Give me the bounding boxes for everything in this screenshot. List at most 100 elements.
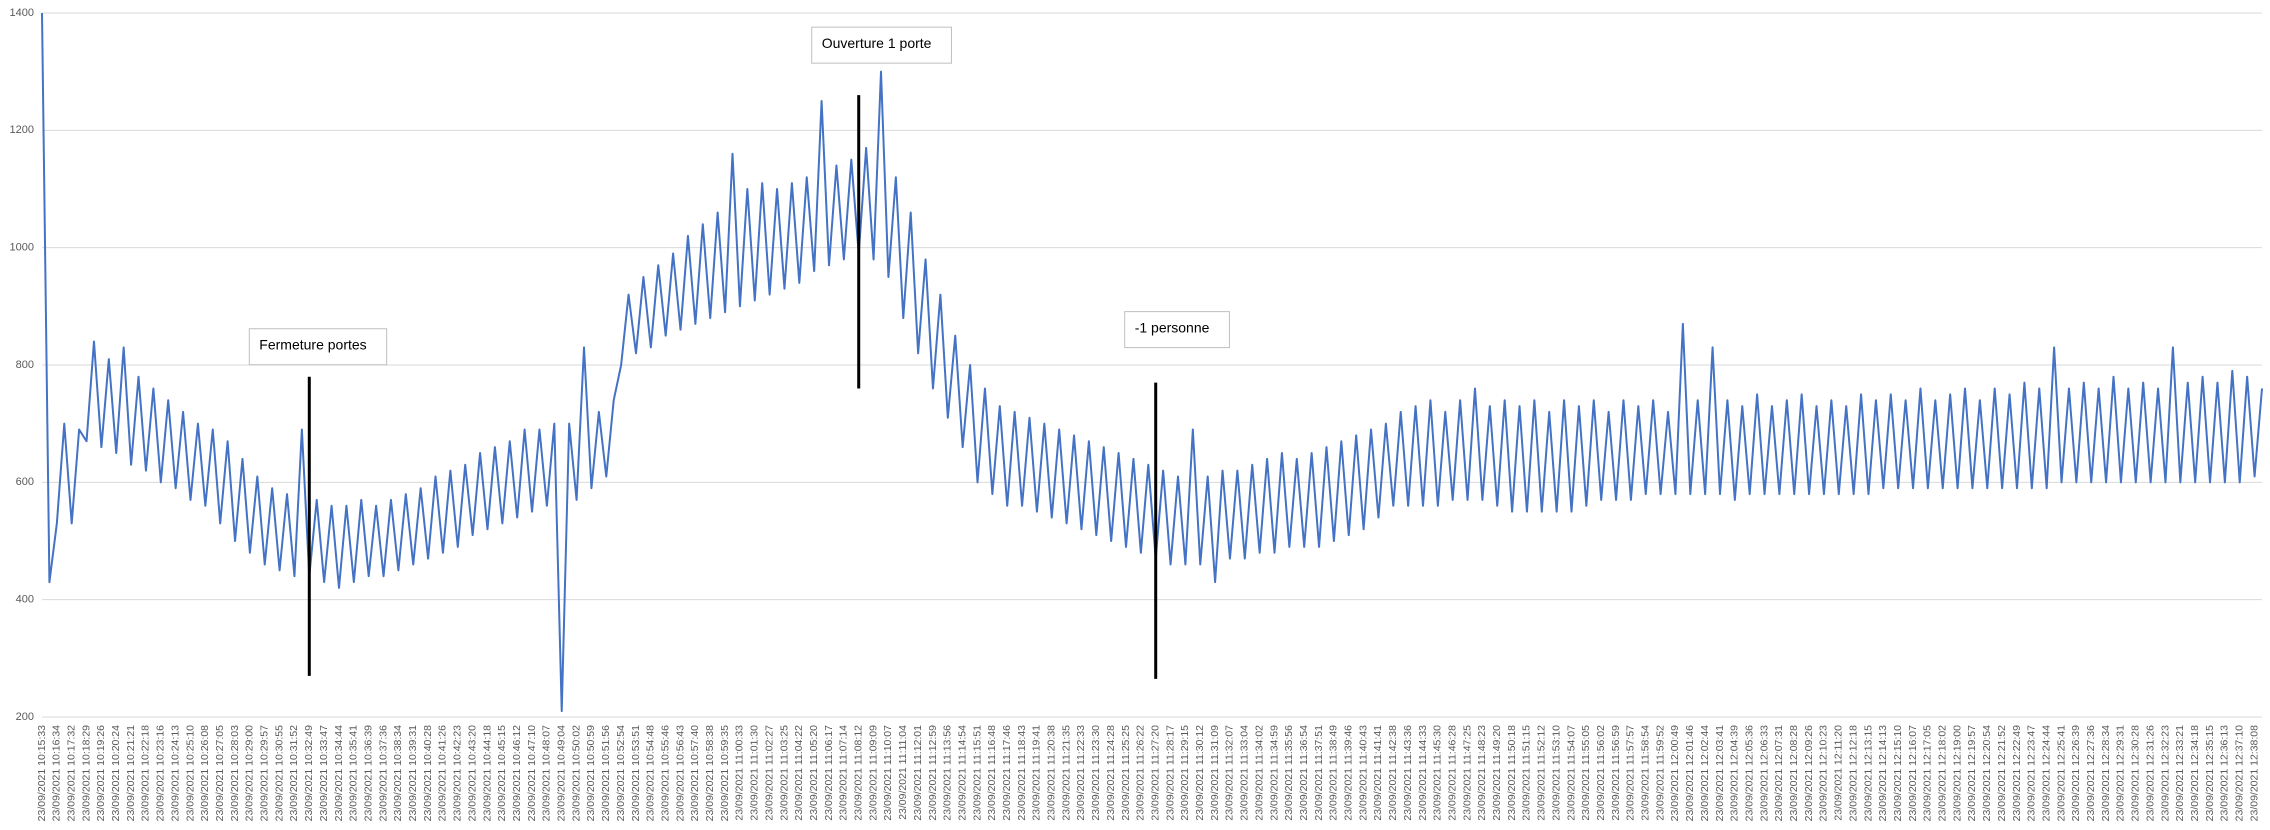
annotation-text: -1 personne <box>1135 319 1210 335</box>
x-tick-label: 23/09/2021 12:38:08 <box>2248 725 2260 822</box>
x-tick-label: 23/09/2021 10:49:04 <box>556 725 568 822</box>
x-tick-label: 23/09/2021 12:32:23 <box>2159 725 2171 822</box>
y-tick-label: 800 <box>16 359 34 371</box>
x-tick-label: 23/09/2021 11:36:54 <box>1298 725 1310 821</box>
x-tick-label: 23/09/2021 10:34:44 <box>333 725 345 822</box>
x-tick-label: 23/09/2021 11:33:04 <box>1239 725 1251 821</box>
x-tick-label: 23/09/2021 10:40:28 <box>422 725 434 822</box>
y-tick-label: 600 <box>16 476 34 488</box>
x-tick-label: 23/09/2021 11:18:43 <box>1016 725 1028 821</box>
x-tick-label: 23/09/2021 10:46:12 <box>511 725 523 822</box>
y-tick-label: 1200 <box>10 124 34 136</box>
x-tick-label: 23/09/2021 11:49:20 <box>1491 725 1503 821</box>
x-tick-label: 23/09/2021 10:44:18 <box>481 725 493 822</box>
x-tick-label: 23/09/2021 12:31:26 <box>2144 725 2156 822</box>
x-tick-label: 23/09/2021 11:59:52 <box>1654 725 1666 821</box>
x-tick-label: 23/09/2021 12:23:47 <box>2026 725 2038 822</box>
x-tick-label: 23/09/2021 11:23:30 <box>1090 725 1102 821</box>
data-line <box>41 12 2263 713</box>
x-tick-label: 23/09/2021 10:19:26 <box>95 725 107 822</box>
x-tick-label: 23/09/2021 11:39:46 <box>1343 725 1355 821</box>
x-tick-label: 23/09/2021 10:55:46 <box>659 725 671 822</box>
x-tick-label: 23/09/2021 11:26:22 <box>1135 725 1147 821</box>
x-tick-label: 23/09/2021 11:34:59 <box>1268 725 1280 821</box>
x-tick-label: 23/09/2021 11:22:33 <box>1075 725 1087 821</box>
x-tick-label: 23/09/2021 12:24:44 <box>2040 725 2052 822</box>
x-tick-label: 23/09/2021 11:32:07 <box>1224 725 1236 821</box>
annotation-text: Fermeture portes <box>259 336 366 352</box>
x-tick-label: 23/09/2021 12:25:41 <box>2055 725 2067 822</box>
x-tick-label: 23/09/2021 10:39:31 <box>407 725 419 822</box>
x-tick-label: 23/09/2021 11:05:20 <box>808 725 820 821</box>
x-tick-label: 23/09/2021 10:48:07 <box>541 725 553 822</box>
x-tick-label: 23/09/2021 12:18:02 <box>1937 725 1949 822</box>
x-tick-label: 23/09/2021 12:37:10 <box>2234 725 2246 822</box>
x-tick-label: 23/09/2021 11:57:57 <box>1625 725 1637 821</box>
x-tick-label: 23/09/2021 11:12:59 <box>927 725 939 821</box>
x-tick-label: 23/09/2021 10:33:47 <box>318 725 330 822</box>
x-tick-label: 23/09/2021 11:50:18 <box>1506 725 1518 821</box>
x-tick-label: 23/09/2021 12:12:18 <box>1847 725 1859 822</box>
y-tick-label: 1000 <box>10 242 34 254</box>
annotation-box <box>811 26 952 64</box>
x-tick-label: 23/09/2021 11:21:35 <box>1060 725 1072 821</box>
x-tick-label: 23/09/2021 11:51:15 <box>1521 725 1533 821</box>
x-tick-label: 23/09/2021 12:00:49 <box>1669 725 1681 822</box>
x-tick-label: 23/09/2021 12:06:33 <box>1758 725 1770 822</box>
x-tick-label: 23/09/2021 11:17:46 <box>1001 725 1013 821</box>
x-tick-label: 23/09/2021 12:34:18 <box>2189 725 2201 822</box>
x-tick-label: 23/09/2021 12:07:31 <box>1773 725 1785 822</box>
x-tick-label: 23/09/2021 12:04:39 <box>1729 725 1741 822</box>
x-tick-label: 23/09/2021 10:41:26 <box>437 725 449 822</box>
x-tick-label: 23/09/2021 11:06:17 <box>823 725 835 821</box>
x-tick-label: 23/09/2021 12:02:44 <box>1699 725 1711 822</box>
x-tick-label: 23/09/2021 10:25:10 <box>184 725 196 822</box>
x-tick-label: 23/09/2021 12:26:39 <box>2070 725 2082 822</box>
x-tick-label: 23/09/2021 11:34:02 <box>1253 725 1265 821</box>
x-tick-label: 23/09/2021 11:20:38 <box>1046 725 1058 821</box>
x-tick-label: 23/09/2021 11:42:38 <box>1387 725 1399 821</box>
x-tick-label: 23/09/2021 12:27:36 <box>2085 725 2097 822</box>
x-tick-label: 23/09/2021 11:13:56 <box>942 725 954 821</box>
x-tick-label: 23/09/2021 12:17:05 <box>1922 725 1934 822</box>
x-tick-label: 23/09/2021 11:53:10 <box>1550 725 1562 821</box>
x-tick-label: 23/09/2021 10:18:29 <box>80 725 92 822</box>
x-tick-label: 23/09/2021 11:28:17 <box>1164 725 1176 821</box>
x-tick-label: 23/09/2021 10:58:38 <box>704 725 716 822</box>
x-tick-label: 23/09/2021 10:20:24 <box>110 725 122 822</box>
x-tick-label: 23/09/2021 12:21:52 <box>1996 725 2008 822</box>
x-tick-label: 23/09/2021 12:09:26 <box>1803 725 1815 822</box>
y-tick-label: 400 <box>16 594 34 606</box>
x-tick-label: 23/09/2021 10:21:21 <box>125 725 137 822</box>
x-tick-label: 23/09/2021 11:10:07 <box>882 725 894 821</box>
x-tick-label: 23/09/2021 12:33:21 <box>2174 725 2186 822</box>
y-tick-label: 200 <box>16 711 34 723</box>
x-tick-label: 23/09/2021 11:14:54 <box>956 725 968 821</box>
x-tick-label: 23/09/2021 12:01:46 <box>1684 725 1696 822</box>
x-tick-label: 23/09/2021 10:37:36 <box>377 725 389 822</box>
x-tick-label: 23/09/2021 11:45:30 <box>1432 725 1444 821</box>
x-tick-label: 23/09/2021 11:11:04 <box>897 725 909 820</box>
x-tick-label: 23/09/2021 11:38:49 <box>1328 725 1340 821</box>
x-tick-label: 23/09/2021 10:15:33 <box>36 725 48 822</box>
x-tick-label: 23/09/2021 12:29:31 <box>2115 725 2127 822</box>
x-tick-label: 23/09/2021 10:38:34 <box>392 725 404 822</box>
x-tick-label: 23/09/2021 12:20:54 <box>1981 725 1993 822</box>
x-tick-label: 23/09/2021 12:03:41 <box>1714 725 1726 822</box>
x-tick-label: 23/09/2021 10:17:32 <box>65 725 77 822</box>
x-tick-label: 23/09/2021 11:01:30 <box>749 725 761 821</box>
x-tick-label: 23/09/2021 10:50:59 <box>585 725 597 822</box>
annotation: Ouverture 1 porte <box>811 26 952 64</box>
x-tick-label: 23/09/2021 11:15:51 <box>971 725 983 821</box>
x-tick-label: 23/09/2021 11:24:28 <box>1105 725 1117 821</box>
x-tick-label: 23/09/2021 11:37:51 <box>1313 725 1325 821</box>
x-tick-label: 23/09/2021 12:19:00 <box>1951 725 1963 822</box>
x-tick-label: 23/09/2021 10:35:41 <box>348 725 360 822</box>
x-tick-label: 23/09/2021 12:16:07 <box>1907 725 1919 822</box>
x-tick-label: 23/09/2021 11:31:09 <box>1209 725 1221 821</box>
x-tick-label: 23/09/2021 12:35:15 <box>2204 725 2216 822</box>
x-tick-label: 23/09/2021 10:57:40 <box>689 725 701 822</box>
y-tick-label: 1400 <box>10 7 34 19</box>
x-tick-label: 23/09/2021 12:30:28 <box>2130 725 2142 822</box>
